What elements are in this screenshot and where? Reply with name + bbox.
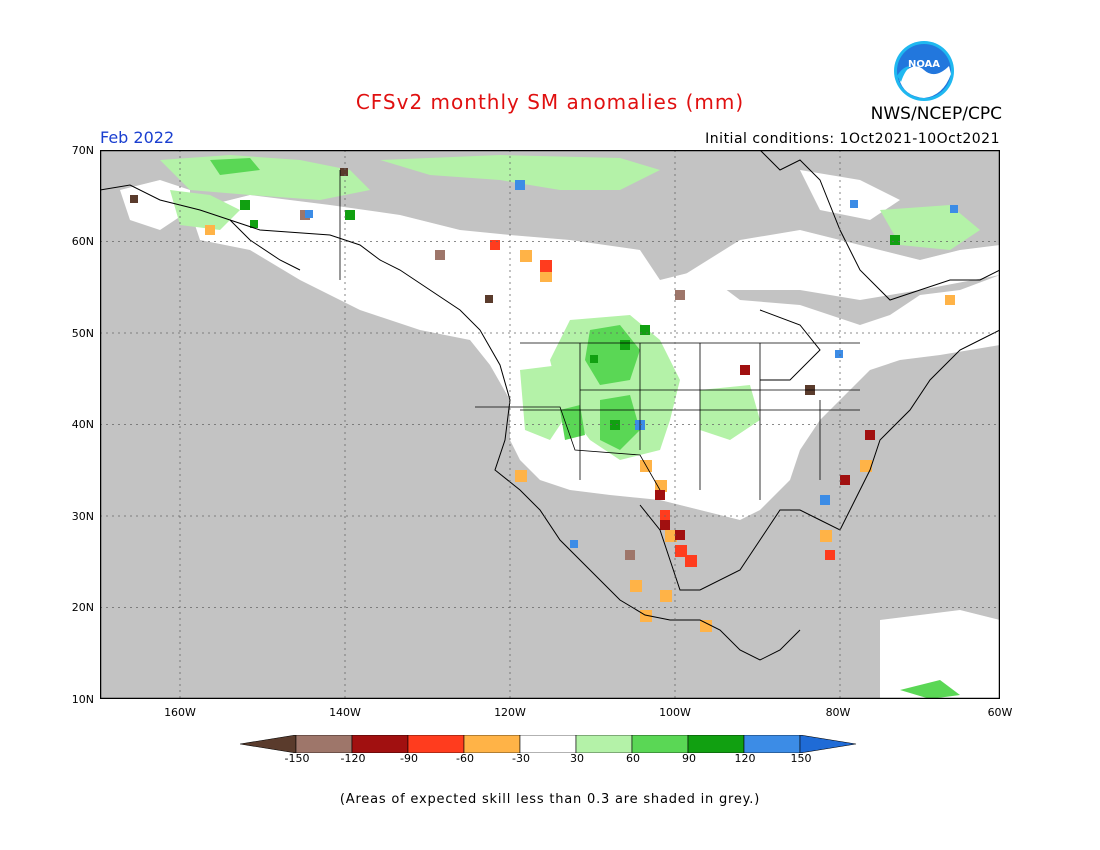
organization-label: NWS/NCEP/CPC [870,104,1002,124]
lon-label-140w: 140W [329,706,361,719]
map-frame [100,150,1000,699]
colorbar-label-120: 120 [734,752,756,765]
colorbar-segment [519,735,577,753]
red-cells [490,240,835,567]
lon-label-100w: 100W [659,706,691,719]
lat-label-40n: 40N [71,418,94,431]
light-green-regions [160,155,980,460]
colorbar-segment [407,735,465,753]
colorbar-segment [743,735,801,753]
lat-label-10n: 10N [71,693,94,706]
colorbar-high-arrow [799,735,857,753]
lat-label-70n: 70N [71,144,94,157]
colorbar-label-neg90: -90 [400,752,418,765]
colorbar-label-neg120: -120 [340,752,366,765]
orange-cells [205,225,955,632]
coastlines [100,150,1000,661]
lat-label-60n: 60N [71,235,94,248]
map-title: CFSv2 monthly SM anomalies (mm) [355,90,745,114]
lon-label-120w: 120W [494,706,526,719]
lat-label-50n: 50N [71,327,94,340]
colorbar-segment [575,735,633,753]
valid-month: Feb 2022 [100,128,175,147]
colorbar-low-arrow [240,735,297,753]
noaa-logo-icon: NOAA [894,41,954,101]
colorbar [240,735,857,753]
colorbar-label-neg150: -150 [284,752,310,765]
colorbar-segment [295,735,353,753]
colorbar-segment [631,735,689,753]
dark-red-cells [655,365,875,540]
lon-label-80w: 80W [825,706,851,719]
noaa-logo-text: NOAA [908,59,940,70]
skill-footnote: (Areas of expected skill less than 0.3 a… [339,792,761,807]
lon-label-160w: 160W [164,706,196,719]
colorbar-label-neg30: -30 [512,752,530,765]
colorbar-segment [351,735,409,753]
initial-conditions: Initial conditions: 1Oct2021-10Oct2021 [705,131,1000,147]
colorbar-segment [463,735,521,753]
graticule [100,150,1000,699]
dark-green-cells [240,200,900,430]
colorbar-segment [687,735,745,753]
lat-label-20n: 20N [71,601,94,614]
colorbar-label-60: 60 [626,752,640,765]
lon-label-60w: 60W [987,706,1013,719]
colorbar-label-90: 90 [682,752,696,765]
colorbar-label-30: 30 [570,752,584,765]
lat-label-30n: 30N [71,510,94,523]
colorbar-label-neg60: -60 [456,752,474,765]
state-borders [339,170,860,500]
colorbar-label-150: 150 [790,752,812,765]
anomaly-map [100,150,1000,699]
